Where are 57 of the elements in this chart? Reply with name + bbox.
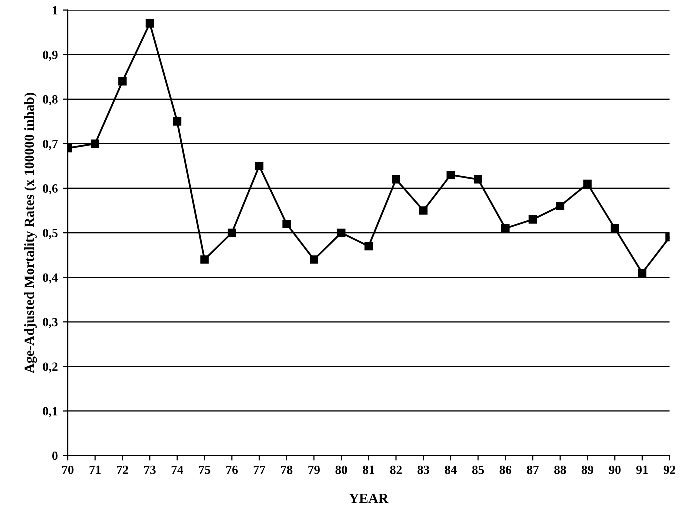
point <box>474 175 482 184</box>
x-tick-label: 87 <box>527 466 539 474</box>
x-tick-label: 90 <box>609 466 621 474</box>
point <box>556 202 565 210</box>
point <box>310 256 318 264</box>
point <box>228 228 236 238</box>
y-tick-label: 0,5 <box>43 229 58 240</box>
point <box>446 170 456 180</box>
x-tick-label: 72 <box>117 466 128 474</box>
y-tick-label: 0,9 <box>43 50 58 62</box>
y-tick-label: 0,6 <box>43 184 58 195</box>
x-tick-label: 78 <box>281 466 293 474</box>
x-tick-label: 76 <box>226 466 238 474</box>
x-tick-label: 77 <box>254 466 266 474</box>
point <box>638 268 647 278</box>
point <box>337 228 346 238</box>
x-tick-label: 81 <box>363 466 375 474</box>
x-tick-label: 89 <box>582 466 594 474</box>
point <box>200 256 209 264</box>
x-tick-label: 73 <box>144 466 156 474</box>
x-tick-label: 84 <box>445 466 457 474</box>
y-tick-label: 0 <box>52 452 58 460</box>
point <box>419 206 428 215</box>
point <box>584 180 592 188</box>
x-tick-label: 88 <box>554 466 566 474</box>
point <box>91 140 100 148</box>
point <box>610 224 620 233</box>
y-tick-label: 0,4 <box>43 274 58 284</box>
point <box>255 162 264 170</box>
point <box>282 220 292 228</box>
x-tick-label: 71 <box>90 466 101 474</box>
y-tick-label: 1 <box>53 6 58 15</box>
point <box>392 175 400 184</box>
y-tick-label: 0,1 <box>43 407 58 418</box>
point <box>173 118 182 126</box>
x-tick-label: 70 <box>62 466 74 474</box>
point <box>146 19 154 28</box>
x-tick-label: 79 <box>308 466 320 474</box>
point <box>528 216 538 224</box>
x-tick-label: 91 <box>636 466 648 474</box>
y-tick-label: 0,3 <box>43 318 58 328</box>
x-tick-label: 74 <box>172 466 184 474</box>
point <box>118 77 127 86</box>
y-axis-title: Age-Adjusted Mortality Rates (x 100000 inhab) <box>24 93 38 374</box>
x-axis-title: YEAR <box>349 494 389 504</box>
point <box>364 242 374 251</box>
x-tick-label: 92 <box>664 466 676 474</box>
x-tick-label: 86 <box>500 466 512 474</box>
x-tick-label: 82 <box>390 466 402 474</box>
x-tick-label: 80 <box>336 466 348 474</box>
y-tick-label: 0,8 <box>43 95 58 106</box>
x-tick-label: 75 <box>199 466 211 474</box>
point <box>502 224 510 233</box>
x-tick-label: 83 <box>418 466 430 474</box>
y-tick-label: 0,7 <box>43 140 58 150</box>
x-tick-label: 85 <box>472 466 484 474</box>
y-tick-label: 0,2 <box>43 362 58 373</box>
